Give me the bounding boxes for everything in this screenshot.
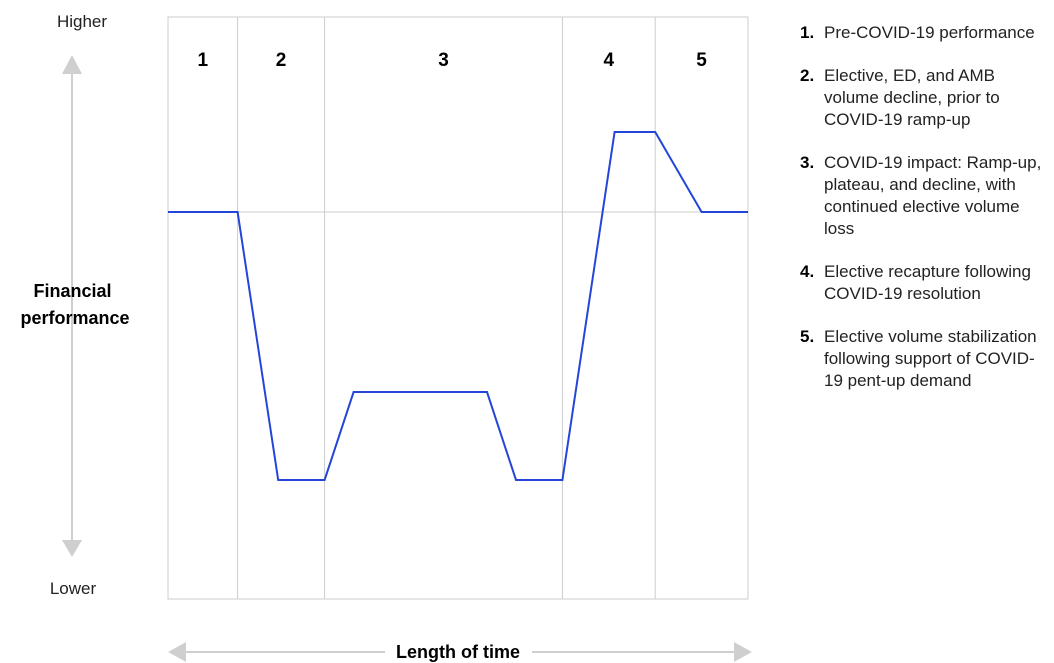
plot-frame: [167, 16, 749, 600]
y-axis-bottom-label: Lower: [50, 579, 97, 598]
legend-item-number: 1.: [800, 23, 815, 42]
legend-item: 1. Pre-COVID-19 performance: [800, 22, 1050, 44]
legend-item-description: Elective volume stabilization following …: [824, 327, 1037, 390]
legend-item-description: Elective recapture following COVID-19 re…: [824, 262, 1031, 303]
phase-number-label: 4: [604, 50, 615, 71]
y-axis-title: Financial performance: [20, 281, 129, 328]
legend-item-description: Pre-COVID-19 performance: [824, 23, 1035, 42]
phase-number-label: 2: [276, 50, 287, 71]
legend-item: 3. COVID-19 impact: Ramp-up, plateau, and…: [800, 152, 1050, 240]
legend-item-number: 2.: [800, 66, 815, 85]
phase-number-label: 3: [438, 50, 449, 71]
phase-legend: 1. Pre-COVID-19 performance 2. Elective, ED…: [800, 22, 1050, 413]
phase-number-label: 5: [696, 50, 707, 71]
legend-item-number: 5.: [800, 327, 815, 346]
phase-dividers: [237, 17, 656, 599]
x-axis-right-arrow-icon: [734, 642, 752, 662]
phase-number-label: 1: [198, 50, 209, 71]
legend-item-description: COVID-19 impact: Ramp-up, plateau, and d…: [824, 153, 1042, 238]
legend-item: 5. Elective volume stabilization followin…: [800, 326, 1050, 392]
y-axis-down-arrow-icon: [62, 540, 82, 557]
legend-item-description: Elective, ED, and AMB volume decline, pr…: [824, 66, 1000, 129]
legend-item-number: 4.: [800, 262, 815, 281]
y-axis-top-label: Higher: [57, 12, 107, 31]
financial-performance-line: [168, 131, 748, 481]
x-axis-title: Length of time: [396, 642, 520, 662]
phase-labels: 1 2 3 4 5: [198, 50, 708, 71]
y-axis-up-arrow-icon: [62, 55, 82, 74]
legend-item: 4. Elective recapture following COVID-19 …: [800, 261, 1050, 305]
legend-item: 2. Elective, ED, and AMB volume decline, …: [800, 65, 1050, 131]
legend-item-number: 3.: [800, 153, 815, 172]
x-axis-left-arrow-icon: [168, 642, 186, 662]
